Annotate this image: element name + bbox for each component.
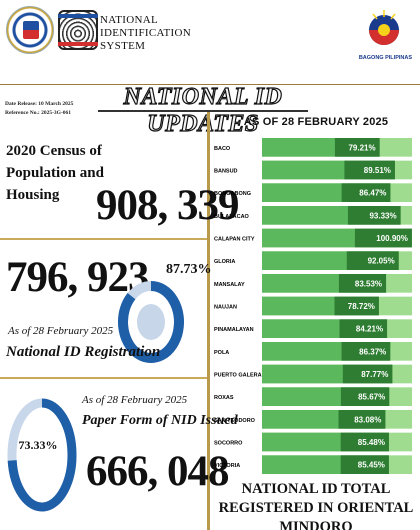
bar-value-label: 83.08% bbox=[354, 415, 381, 424]
nis-title: NATIONAL IDENTIFICATION SYSTEM bbox=[100, 14, 191, 53]
date-release: Date Release: 10 March 2025 bbox=[5, 101, 74, 107]
category-label: GLORIA bbox=[214, 259, 235, 265]
category-label: POLA bbox=[214, 350, 229, 356]
paper-form-donut bbox=[7, 398, 77, 512]
bar-value-label: 93.33% bbox=[369, 211, 396, 220]
registration-label: National ID Registration bbox=[6, 344, 161, 360]
bar-value-label: 85.45% bbox=[358, 461, 385, 470]
category-label: CALAPAN CITY bbox=[214, 237, 255, 243]
bar-value-label: 92.05% bbox=[368, 257, 395, 266]
bar-value-cap bbox=[340, 387, 390, 406]
psa-seal-icon bbox=[23, 21, 39, 39]
registration-value: 796, 923 bbox=[6, 254, 149, 301]
logo-red-stripe bbox=[58, 42, 98, 46]
registration-donut-arc bbox=[118, 281, 184, 363]
registration-donut bbox=[118, 281, 184, 363]
bar-value-cap bbox=[341, 183, 391, 202]
psa-logo bbox=[6, 6, 54, 54]
page-title: NATIONAL ID UPDATES bbox=[123, 83, 283, 137]
category-label: BANSUD bbox=[214, 169, 238, 175]
philsys-fingerprint-logo bbox=[58, 10, 98, 50]
bar-value-cap bbox=[339, 319, 388, 338]
header-rule bbox=[0, 84, 420, 85]
paper-form-value: 666, 048 bbox=[86, 448, 229, 495]
paper-form-label: Paper Form of NID Issued bbox=[82, 413, 238, 428]
nis-line-1: NATIONAL bbox=[100, 14, 159, 26]
bar-value-cap bbox=[341, 342, 391, 361]
census-value: 908, 339 bbox=[96, 182, 239, 229]
bar-value-label: 89.51% bbox=[364, 166, 391, 175]
bar-value-label: 84.21% bbox=[356, 325, 383, 334]
paper-form-percent: 73.33% bbox=[18, 438, 58, 452]
bar-value-cap bbox=[338, 274, 387, 293]
reference-number: Reference No.: 2025-3G-061 bbox=[5, 110, 72, 116]
bar-value-label: 79.21% bbox=[348, 143, 375, 152]
category-label: MANSALAY bbox=[214, 282, 245, 288]
title-underline bbox=[98, 110, 308, 112]
bar-value-label: 86.37% bbox=[359, 347, 386, 356]
bar-value-cap bbox=[338, 410, 386, 429]
bar-value-label: 100.90% bbox=[376, 234, 408, 243]
category-label: BONGABONG bbox=[214, 191, 251, 197]
chart-subtitle: AS OF 28 FEBRUARY 2025 bbox=[243, 116, 389, 128]
category-label: NAUJAN bbox=[214, 305, 237, 311]
bagong-pilipinas-text: BAGONG PILIPINAS bbox=[358, 55, 412, 61]
registration-donut-center bbox=[137, 304, 165, 340]
bar-value-label: 83.53% bbox=[355, 279, 382, 288]
nis-line-2: IDENTIFICATION bbox=[100, 27, 191, 39]
category-label: PUERTO GALERA bbox=[214, 373, 262, 379]
paper-donut-arc bbox=[7, 398, 77, 512]
bar-value-label: 85.67% bbox=[358, 393, 385, 402]
bar-value-cap bbox=[334, 138, 380, 157]
chart-title: NATIONAL ID TOTAL REGISTERED IN ORIENTAL… bbox=[218, 481, 414, 530]
bar-value-cap bbox=[354, 228, 412, 248]
registration-percent: 87.73% bbox=[166, 262, 212, 277]
bar-value-label: 87.77% bbox=[361, 370, 388, 379]
municipality-bar-chart: BACO 79.21% BANSUD 89.51% BONGABONG 86.47% BUL… bbox=[214, 138, 412, 474]
bar-value-cap bbox=[334, 296, 379, 316]
category-label: BACO bbox=[214, 146, 231, 152]
category-label: VICTORIA bbox=[214, 463, 240, 469]
column-divider bbox=[207, 112, 210, 530]
category-label: BULALACAO bbox=[214, 214, 250, 220]
bar-value-cap bbox=[346, 251, 399, 270]
bar-value-cap bbox=[340, 432, 389, 452]
registration-as-of: As of 28 February 2025 bbox=[8, 325, 114, 337]
bar-value-label: 78.72% bbox=[348, 302, 375, 311]
category-label: SAN TEODORO bbox=[214, 418, 256, 424]
census-label: 2020 Census of Population and Housing bbox=[6, 143, 104, 203]
bar-value-label: 86.47% bbox=[359, 189, 386, 198]
bar-value-label: 85.48% bbox=[358, 438, 385, 447]
bar-value-cap bbox=[344, 160, 395, 180]
category-label: SOCORRO bbox=[214, 441, 243, 447]
bar-value-cap bbox=[340, 455, 389, 474]
bar-value-cap bbox=[342, 364, 393, 384]
bagong-pilipinas-logo bbox=[369, 10, 399, 45]
nis-line-3: SYSTEM bbox=[100, 40, 146, 52]
category-label: PINAMALAYAN bbox=[214, 327, 254, 333]
logo-blue-stripe bbox=[58, 14, 98, 18]
section-divider-1 bbox=[0, 238, 207, 240]
paper-form-as-of: As of 28 February 2025 bbox=[82, 394, 188, 406]
category-label: ROXAS bbox=[214, 395, 234, 401]
section-divider-2 bbox=[0, 377, 207, 379]
bar-value-cap bbox=[347, 206, 401, 225]
